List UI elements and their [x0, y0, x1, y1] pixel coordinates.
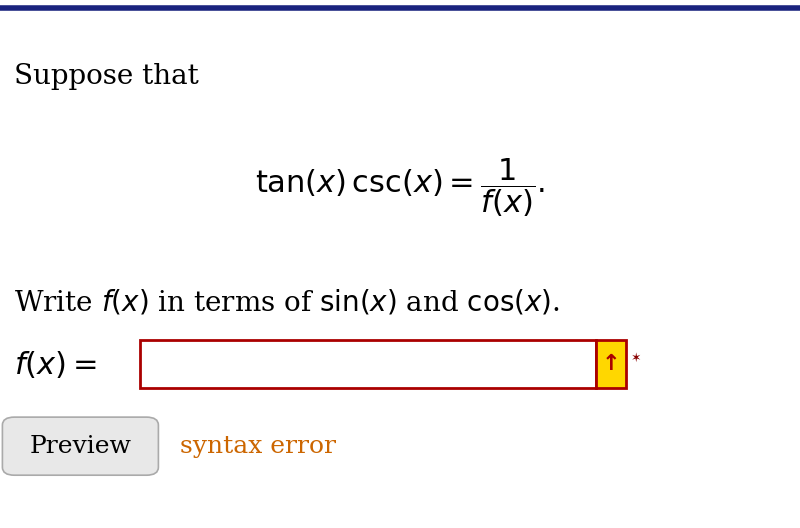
Text: ↑: ↑: [602, 354, 621, 374]
Text: $f(x) =$: $f(x) =$: [14, 349, 98, 380]
Text: Preview: Preview: [30, 435, 131, 458]
Text: ✶: ✶: [630, 352, 642, 365]
FancyBboxPatch shape: [140, 340, 596, 388]
Text: $\mathrm{tan}(x)\,\mathrm{csc}(x) = \dfrac{1}{f(x)}.$: $\mathrm{tan}(x)\,\mathrm{csc}(x) = \dfr…: [255, 156, 545, 219]
Text: Write $f(x)$ in terms of $\mathrm{sin}(x)$ and $\mathrm{cos}(x)$.: Write $f(x)$ in terms of $\mathrm{sin}(x…: [14, 288, 560, 317]
Text: syntax error: syntax error: [180, 435, 336, 458]
FancyBboxPatch shape: [596, 340, 626, 388]
FancyBboxPatch shape: [2, 417, 158, 475]
Text: Suppose that: Suppose that: [14, 63, 199, 90]
